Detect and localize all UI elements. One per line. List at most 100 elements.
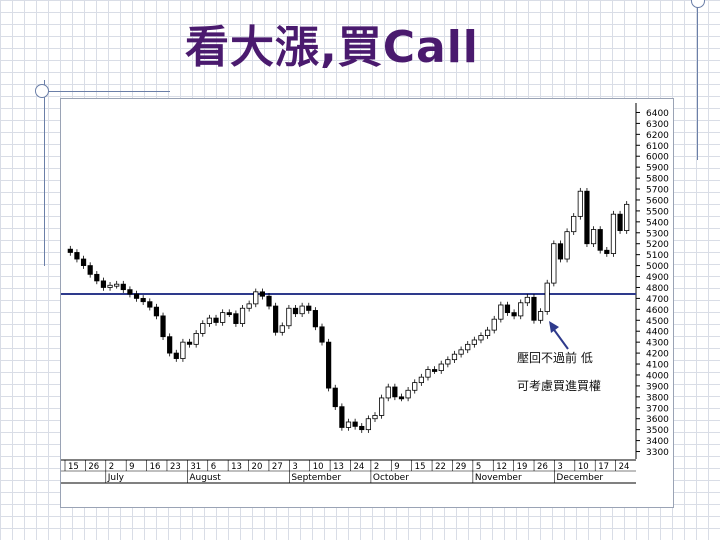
y-tick-label-11: 4400 xyxy=(646,328,669,338)
candle-body-53 xyxy=(418,376,424,384)
candle-body-2 xyxy=(80,258,87,266)
candle-body-16 xyxy=(173,352,179,359)
candle-body-63 xyxy=(484,329,491,336)
y-tick-label-21: 5400 xyxy=(646,218,669,228)
x-day-label-22: 19 xyxy=(517,462,528,472)
candle-body-75 xyxy=(564,231,570,260)
candle-body-45 xyxy=(365,418,371,431)
candle-body-72 xyxy=(544,282,550,312)
candle-body-24 xyxy=(226,312,232,316)
candle-body-74 xyxy=(557,243,564,260)
x-day-label-25: 10 xyxy=(578,462,589,472)
candle-body-6 xyxy=(107,284,113,288)
y-tick-label-28: 6100 xyxy=(646,142,669,152)
y-tick-label-6: 3900 xyxy=(646,382,669,392)
annotation-buy-call: 可考慮買進買權 xyxy=(517,378,615,394)
annotation-pullback: 壓回不過前 低 xyxy=(517,350,593,366)
y-tick-label-19: 5200 xyxy=(646,240,669,250)
candle-body-47 xyxy=(379,397,385,416)
candle-body-49 xyxy=(392,386,398,398)
candle-body-41 xyxy=(339,406,345,428)
candle-body-70 xyxy=(531,296,537,321)
candle-body-39 xyxy=(326,341,332,389)
candle-body-43 xyxy=(352,421,358,427)
decorative-ring xyxy=(35,84,49,98)
y-tick-label-2: 3500 xyxy=(646,426,669,436)
y-tick-label-14: 4700 xyxy=(646,295,669,305)
candle-body-77 xyxy=(577,190,583,217)
candle-body-12 xyxy=(147,301,153,308)
x-day-label-20: 5 xyxy=(476,462,481,472)
x-day-label-3: 9 xyxy=(129,462,134,472)
candle-body-25 xyxy=(233,313,239,324)
x-day-label-9: 20 xyxy=(252,462,263,472)
y-tick-label-31: 6400 xyxy=(646,109,669,119)
x-day-label-17: 15 xyxy=(415,462,426,472)
candle-body-37 xyxy=(312,310,318,328)
x-day-label-2: 2 xyxy=(109,462,114,472)
candle-body-1 xyxy=(74,252,80,260)
candle-body-5 xyxy=(100,280,107,288)
candle-body-40 xyxy=(332,387,338,408)
decorative-rule-right xyxy=(697,0,698,160)
candle-body-61 xyxy=(471,339,477,345)
y-tick-label-24: 5700 xyxy=(646,186,669,196)
y-tick-label-8: 4100 xyxy=(646,361,669,371)
candle-body-56 xyxy=(438,363,444,371)
slide-title: 看大漲,買Call xyxy=(185,22,479,73)
candle-body-66 xyxy=(504,304,511,314)
candle-body-79 xyxy=(590,229,597,245)
candle-body-82 xyxy=(610,213,617,254)
candle-body-64 xyxy=(491,318,497,331)
candle-body-15 xyxy=(167,336,173,354)
candle-body-52 xyxy=(412,382,418,391)
candle-body-26 xyxy=(239,307,246,324)
candle-body-20 xyxy=(200,323,206,334)
decorative-ring-right xyxy=(691,0,705,8)
candle-body-42 xyxy=(345,421,352,428)
candle-body-23 xyxy=(220,312,226,323)
candle-body-4 xyxy=(94,273,100,282)
x-day-label-19: 29 xyxy=(455,462,466,472)
candle-body-71 xyxy=(537,311,544,321)
x-day-label-23: 26 xyxy=(537,462,548,472)
candle-body-38 xyxy=(319,326,325,343)
candle-body-51 xyxy=(405,389,411,399)
candle-body-65 xyxy=(498,304,504,320)
y-tick-label-13: 4600 xyxy=(646,306,669,316)
candle-body-84 xyxy=(624,203,630,231)
candle-body-32 xyxy=(279,325,285,333)
x-day-label-18: 22 xyxy=(435,462,446,472)
y-tick-label-12: 4500 xyxy=(646,317,669,327)
candle-body-27 xyxy=(246,303,252,309)
candle-body-29 xyxy=(259,291,265,297)
candle-body-33 xyxy=(286,307,292,327)
candle-body-35 xyxy=(299,305,305,315)
candle-body-44 xyxy=(359,425,365,431)
candle-body-50 xyxy=(398,396,405,400)
x-day-label-10: 27 xyxy=(272,462,283,472)
candle-body-21 xyxy=(206,317,213,324)
x-day-label-11: 3 xyxy=(292,462,297,472)
x-day-label-8: 13 xyxy=(231,462,242,472)
x-month-label-4: November xyxy=(475,473,522,483)
x-day-label-7: 6 xyxy=(211,462,216,472)
candle-body-76 xyxy=(571,215,577,233)
candle-body-10 xyxy=(133,293,140,299)
candlestick-chart: 3300340035003600370038003900400041004200… xyxy=(61,103,669,484)
y-tick-label-9: 4200 xyxy=(646,350,669,360)
y-tick-label-26: 5900 xyxy=(646,164,669,174)
y-tick-label-10: 4300 xyxy=(646,339,669,349)
y-tick-label-30: 6300 xyxy=(646,120,669,130)
candle-body-59 xyxy=(458,349,464,355)
x-day-label-5: 23 xyxy=(170,462,181,472)
x-day-label-16: 9 xyxy=(394,462,399,472)
candle-body-73 xyxy=(551,243,557,284)
y-tick-label-7: 4000 xyxy=(646,371,669,381)
y-tick-label-1: 3400 xyxy=(646,437,669,447)
candle-body-13 xyxy=(153,306,160,317)
candle-body-31 xyxy=(273,305,279,333)
candle-body-67 xyxy=(511,312,517,317)
chart-frame: 3300 3400 3500 3600 3700 3800 3900 4000 4100 4200… xyxy=(60,98,674,508)
candle-body-0 xyxy=(67,248,73,253)
